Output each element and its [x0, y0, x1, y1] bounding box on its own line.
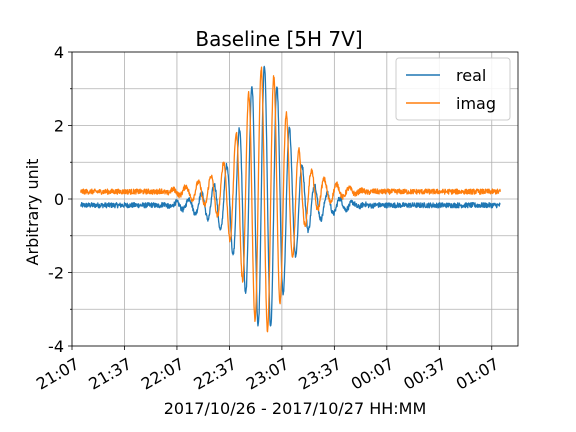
legend-label-real: real	[456, 66, 486, 85]
series-line-real	[80, 65, 501, 327]
y-tick-label: -2	[48, 264, 64, 283]
y-axis-label: Arbitrary unit	[23, 159, 42, 266]
chart-title: Baseline [5H 7V]	[195, 27, 362, 51]
x-axis-label: 2017/10/26 - 2017/10/27 HH:MM	[164, 399, 427, 418]
y-tick-label: -4	[48, 337, 64, 356]
axis-ticks	[68, 51, 493, 350]
y-tick-label: 4	[54, 43, 64, 62]
series-line-imag	[80, 66, 502, 333]
y-tick-label: 2	[54, 117, 64, 136]
legend: real imag	[395, 57, 511, 121]
y-tick-labels: 4 2 0 -2 -4	[48, 43, 64, 356]
series-layer	[80, 65, 502, 333]
legend-box	[395, 57, 511, 121]
y-tick-label: 0	[54, 190, 64, 209]
legend-label-imag: imag	[456, 94, 496, 113]
